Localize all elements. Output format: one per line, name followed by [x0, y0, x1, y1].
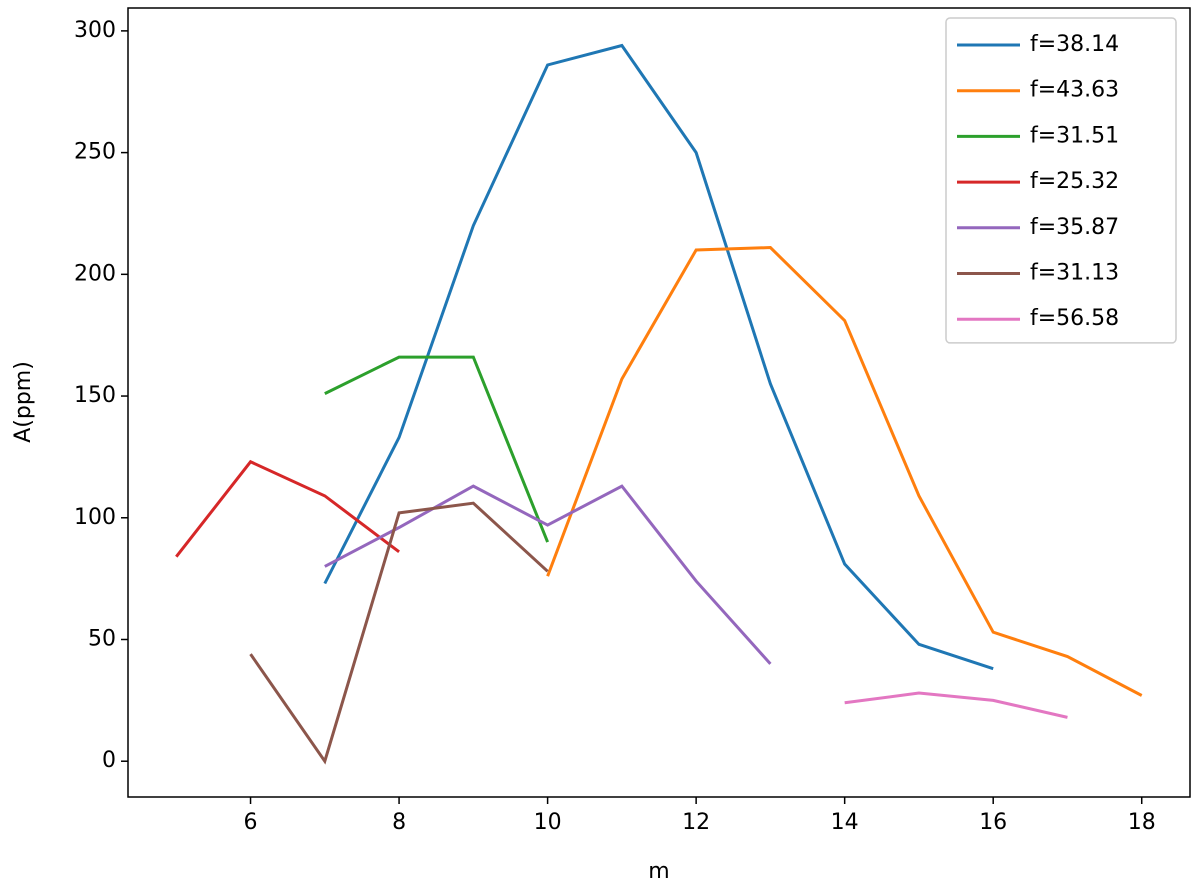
x-tick-label: 18 [1128, 810, 1156, 835]
x-tick-label: 6 [244, 810, 258, 835]
legend-label: f=31.13 [1030, 261, 1119, 286]
x-tick-label: 12 [682, 810, 710, 835]
line-series [844, 691, 1068, 719]
line-series [324, 484, 772, 665]
legend-box [945, 17, 1177, 344]
x-tick-label: 16 [979, 810, 1007, 835]
line-series [324, 355, 549, 543]
line-series [323, 43, 994, 671]
y-tick-label: 200 [74, 261, 116, 286]
y-tick-label: 300 [74, 18, 116, 43]
line-series [249, 501, 549, 765]
legend-label: f=31.51 [1030, 123, 1119, 148]
y-tick-label: 0 [102, 748, 116, 773]
legend-label: f=35.87 [1030, 215, 1119, 240]
x-tick-label: 14 [831, 810, 859, 835]
x-tick-label: 10 [534, 810, 562, 835]
y-tick-label: 50 [88, 626, 116, 651]
legend-label: f=25.32 [1030, 169, 1119, 194]
x-axis-label: m [648, 859, 669, 884]
legend-label: f=56.58 [1030, 306, 1119, 331]
y-tick-label: 250 [74, 140, 116, 165]
line-series [175, 459, 400, 558]
y-tick-label: 150 [74, 383, 116, 408]
x-tick-label: 8 [392, 810, 406, 835]
legend-label: f=43.63 [1030, 78, 1119, 103]
y-tick-label: 100 [74, 505, 116, 530]
line-series [546, 246, 1143, 697]
y-axis-label: A(ppm) [11, 361, 36, 443]
legend-label: f=38.14 [1030, 32, 1119, 57]
plot-frame [127, 7, 1191, 798]
